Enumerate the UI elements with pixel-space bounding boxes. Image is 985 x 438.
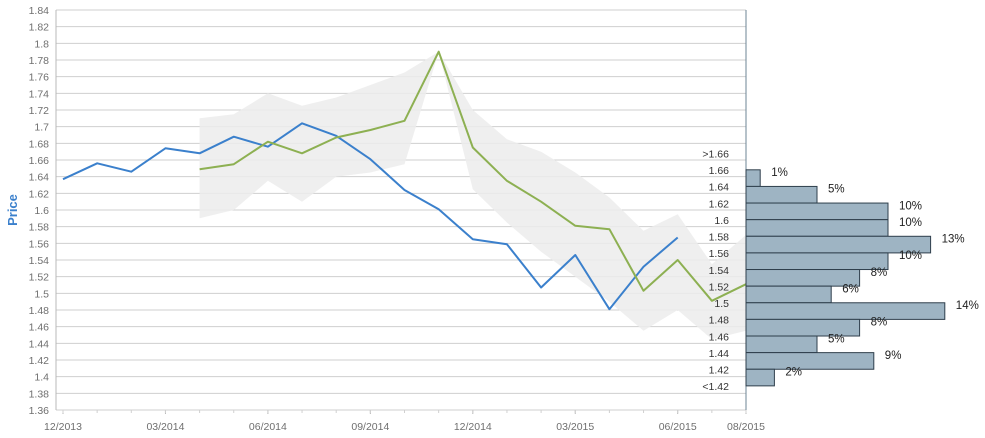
histogram-bar (745, 185, 818, 204)
y-tick-label: 1.62 (29, 188, 50, 200)
x-axis-ticks: 12/2013 03/2014 06/2014 09/2014 12/2014 03/20… (44, 410, 765, 433)
x-tick-label: 09/2014 (351, 421, 389, 433)
histogram-percent-label: 10% (899, 200, 922, 212)
series-line-blue (62, 122, 679, 311)
histogram-bar (745, 219, 889, 237)
histogram-bin-label: 1.62 (709, 198, 730, 210)
histogram-bin-label: <1.42 (702, 381, 729, 393)
histogram-percent-label: 13% (942, 234, 965, 246)
x-tick-label: 12/2013 (44, 421, 82, 433)
histogram-bin-label: 1.56 (709, 248, 730, 260)
y-tick-label: 1.38 (29, 388, 50, 400)
histogram-bar (745, 252, 889, 271)
y-tick-label: 1.82 (29, 22, 50, 34)
histogram-bar (745, 169, 761, 187)
histogram-percent-label: 10% (899, 250, 922, 262)
x-tick-label: 03/2015 (556, 421, 594, 433)
histogram-bin-label: >1.66 (702, 149, 729, 161)
histogram: >1.66 1.66 1% 1.64 5% 1.62 10% 1.6 10% 1.58 13% 1.5… (702, 149, 978, 394)
y-tick-label: 1.52 (29, 272, 50, 284)
y-tick-label: 1.5 (34, 288, 49, 300)
y-tick-label: 1.64 (29, 172, 50, 184)
x-tick-label: 06/2014 (249, 421, 287, 433)
y-tick-label: 1.8 (34, 38, 49, 50)
x-tick-label: 06/2015 (659, 421, 697, 433)
histogram-percent-label: 5% (828, 184, 845, 196)
y-tick-label: 1.44 (29, 338, 50, 350)
histogram-bar (745, 285, 832, 304)
y-axis-label: Price (5, 194, 20, 226)
series-lines (62, 50, 781, 311)
histogram-bin-label: 1.46 (709, 331, 730, 343)
y-tick-label: 1.72 (29, 105, 50, 117)
histogram-percent-label: 14% (956, 300, 979, 312)
y-tick-label: 1.58 (29, 222, 50, 234)
confidence-band (199, 51, 781, 340)
y-tick-label: 1.66 (29, 155, 50, 167)
histogram-percent-label: 9% (885, 350, 902, 362)
histogram-bar (745, 368, 775, 387)
y-tick-label: 1.56 (29, 238, 50, 250)
histogram-bin-label: 1.52 (709, 281, 730, 293)
x-tick-label: 08/2015 (727, 421, 765, 433)
y-tick-label: 1.42 (29, 355, 50, 367)
y-tick-label: 1.36 (29, 405, 50, 417)
y-tick-label: 1.76 (29, 72, 50, 84)
gridlines (56, 9, 746, 411)
histogram-percent-label: 8% (871, 267, 888, 279)
y-tick-label: 1.54 (29, 255, 50, 267)
histogram-bin-label: 1.54 (709, 265, 730, 277)
y-tick-label: 1.48 (29, 305, 50, 317)
histogram-bin-label: 1.58 (709, 232, 730, 244)
histogram-bin-label: 1.6 (714, 215, 729, 227)
histogram-bin-label: 1.64 (709, 182, 730, 194)
y-tick-label: 1.46 (29, 322, 50, 334)
y-tick-label: 1.84 (29, 5, 50, 17)
y-tick-label: 1.6 (34, 205, 49, 217)
y-tick-label: 1.7 (34, 122, 49, 134)
y-tick-label: 1.74 (29, 88, 50, 100)
histogram-percent-label: 1% (771, 167, 788, 179)
histogram-percent-label: 10% (899, 217, 922, 229)
series-line-green (199, 50, 781, 302)
histogram-bin-label: 1.44 (709, 348, 730, 360)
histogram-bar (745, 202, 889, 221)
forecast-band (199, 51, 781, 340)
histogram-percent-label: 6% (842, 283, 859, 295)
histogram-bin-label: 1.66 (709, 165, 730, 177)
histogram-bar (745, 335, 818, 354)
y-axis-ticks: 1.36 1.38 1.4 1.42 1.44 1.46 1.48 1.5 1.52 1.54 1.… (29, 5, 50, 417)
histogram-percent-label: 2% (785, 367, 802, 379)
y-tick-label: 1.4 (34, 372, 49, 384)
histogram-bar (745, 352, 875, 370)
histogram-bin-label: 1.48 (709, 315, 730, 327)
y-tick-label: 1.78 (29, 55, 50, 67)
x-tick-label: 12/2014 (454, 421, 492, 433)
histogram-bin-label: 1.5 (714, 298, 729, 310)
y-tick-label: 1.68 (29, 138, 50, 150)
x-tick-label: 03/2014 (146, 421, 184, 433)
histogram-bin-label: 1.42 (709, 365, 730, 377)
histogram-percent-label: 8% (871, 317, 888, 329)
histogram-bar (745, 302, 946, 320)
histogram-percent-label: 5% (828, 333, 845, 345)
